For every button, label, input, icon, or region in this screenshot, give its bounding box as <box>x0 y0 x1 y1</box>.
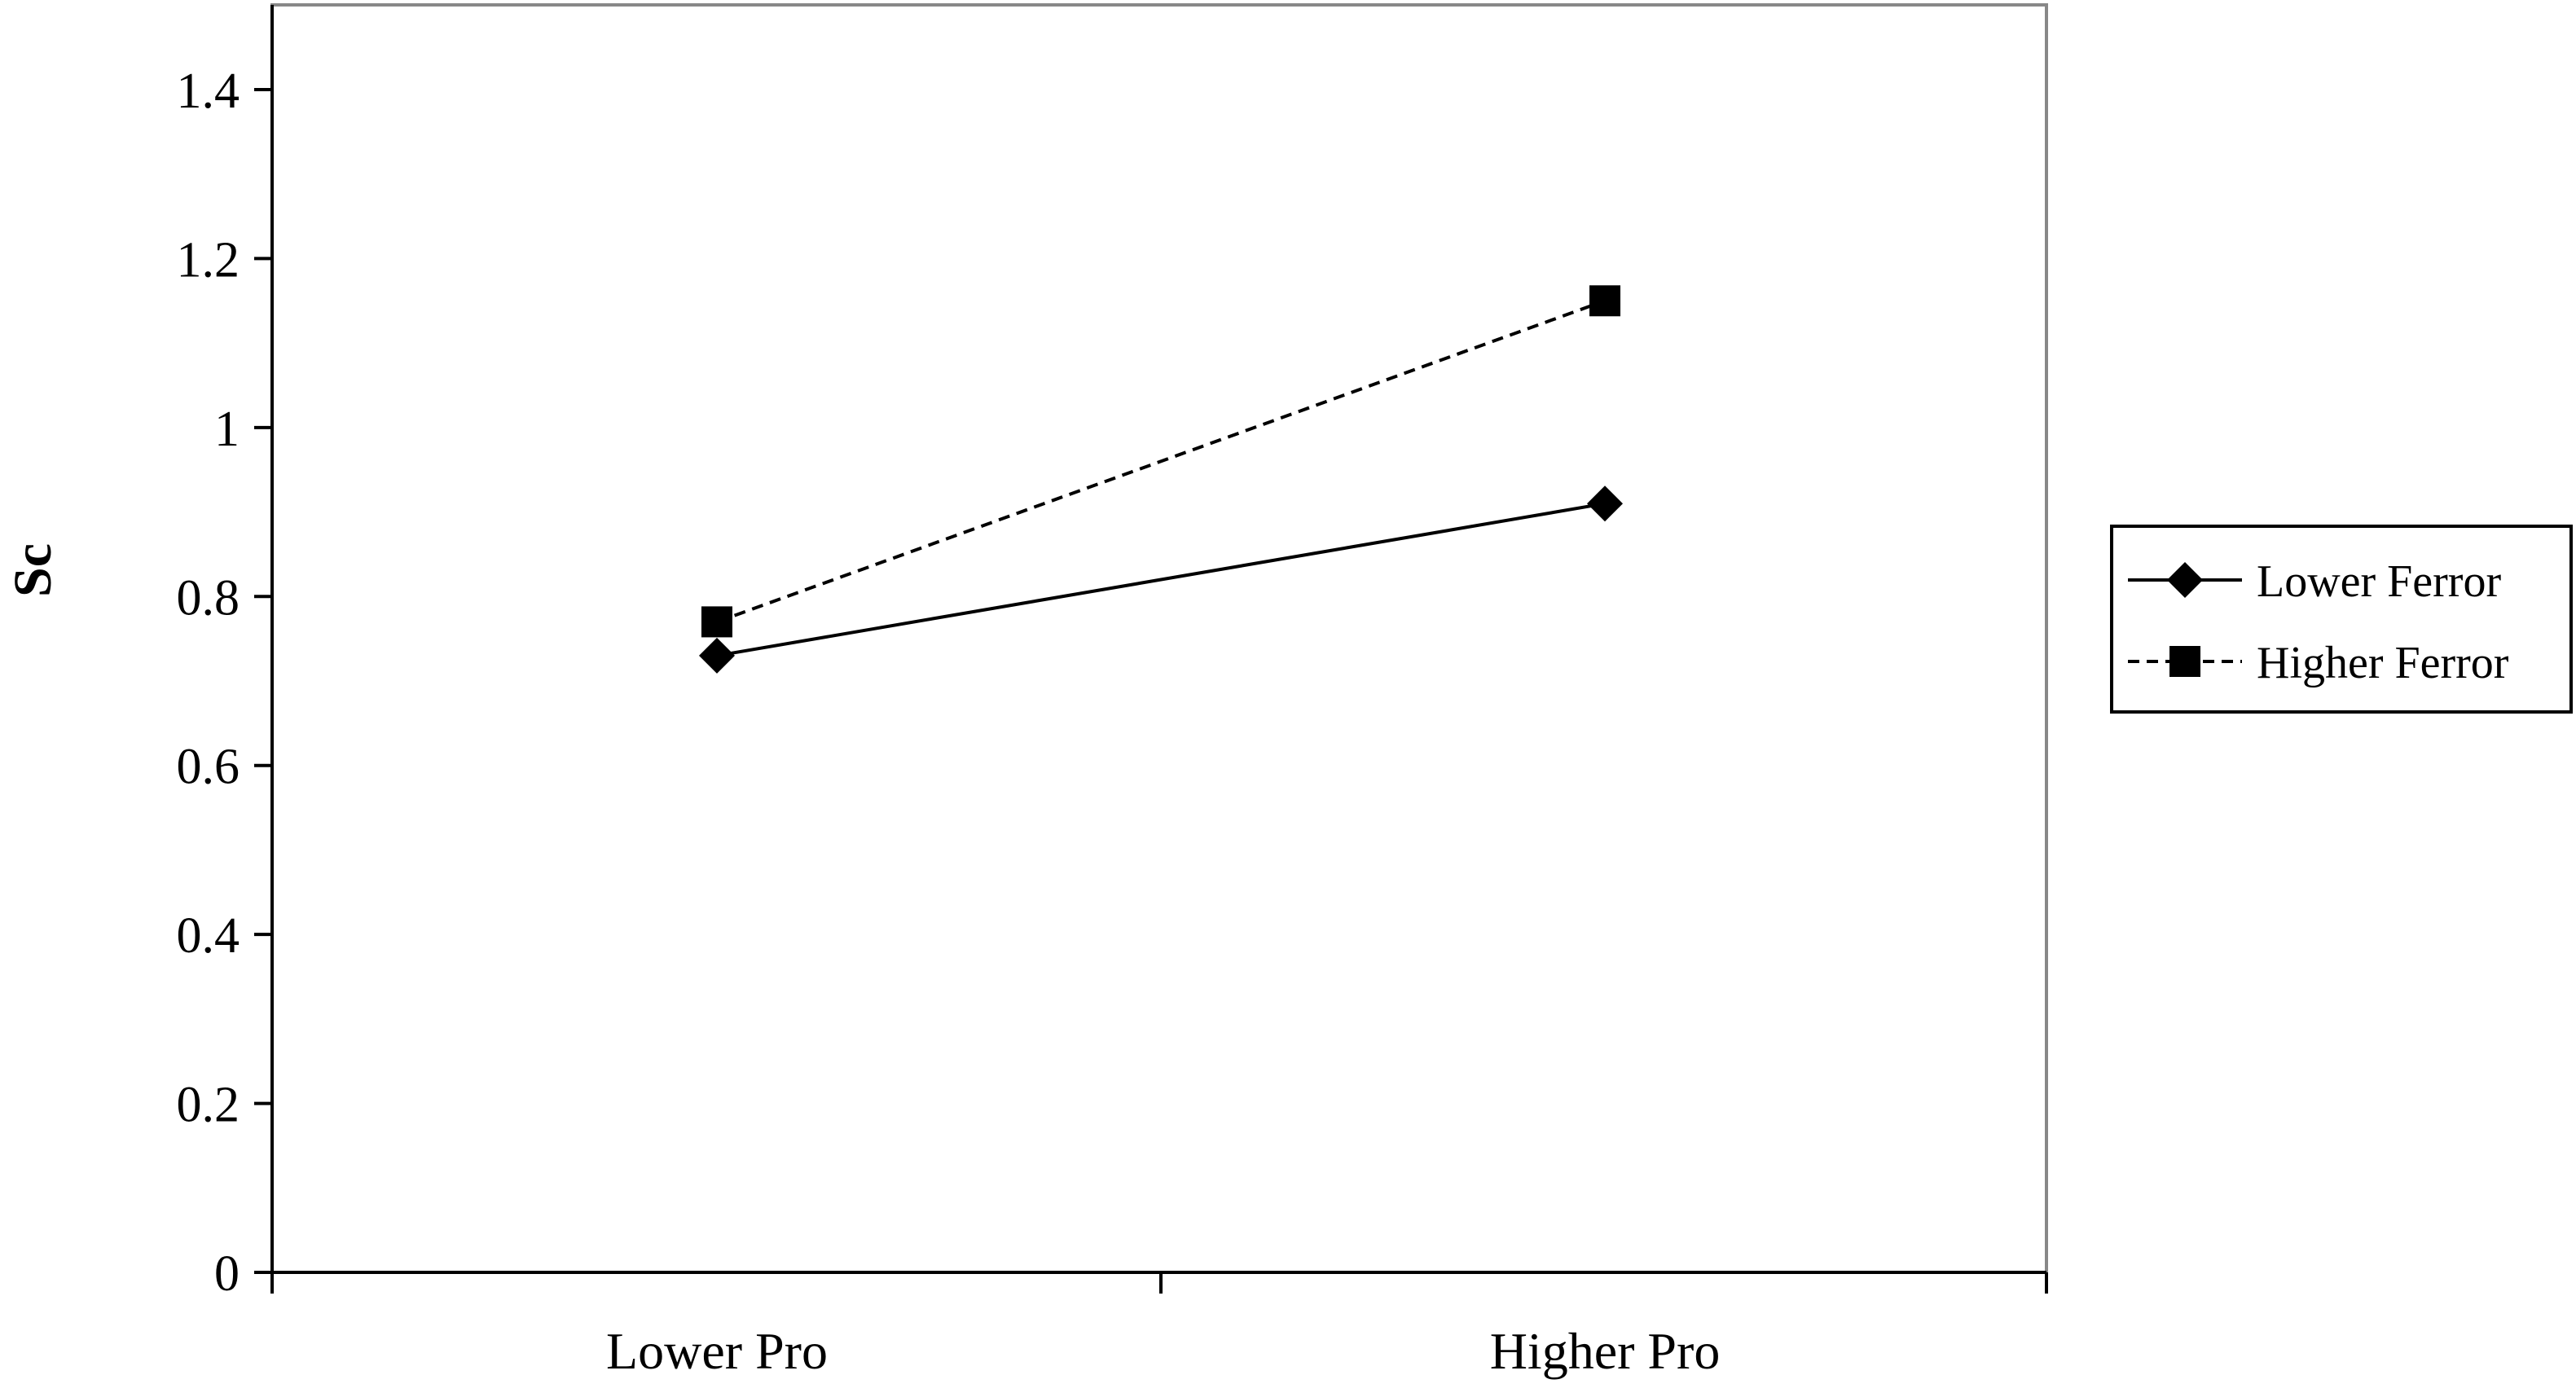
series-2 <box>701 285 1620 638</box>
data-point <box>701 606 732 638</box>
y-tick-label: 1.2 <box>177 232 240 288</box>
legend-item: Higher Ferror <box>2128 638 2509 688</box>
y-tick-label: 0.6 <box>177 740 240 795</box>
x-tick-label: Lower Pro <box>606 1322 828 1380</box>
y-tick-label: 1 <box>214 402 240 457</box>
legend-marker <box>2167 562 2203 598</box>
data-point <box>1587 485 1623 522</box>
legend-label: Higher Ferror <box>2257 638 2509 688</box>
series-layer <box>699 285 1623 674</box>
plot-area <box>270 3 2048 1274</box>
data-point <box>699 637 735 674</box>
x-axis: Lower Pro Higher Pro <box>270 1271 2048 1380</box>
y-axis-label: Sc <box>3 543 63 597</box>
y-tick-label: 0 <box>214 1246 240 1302</box>
y-axis: 0 0.2 0.4 0.6 0.8 1 1.2 1.4 <box>177 5 274 1302</box>
y-tick-label: 0.4 <box>177 908 240 964</box>
legend-item: Lower Ferror <box>2128 556 2501 607</box>
legend-box <box>2110 525 2573 714</box>
series-line <box>716 502 1606 657</box>
legend-label: Lower Ferror <box>2257 556 2501 607</box>
y-tick-label: 0.8 <box>177 570 240 626</box>
x-tick-label: Higher Pro <box>1490 1322 1721 1380</box>
data-point <box>1589 285 1620 317</box>
legend: Lower Ferror Higher Ferror <box>2110 525 2573 714</box>
y-tick-label: 0.2 <box>177 1078 240 1133</box>
legend-marker <box>2169 646 2200 677</box>
y-tick-label: 1.4 <box>177 64 240 119</box>
series-1 <box>699 485 1623 674</box>
series-line <box>716 299 1606 624</box>
